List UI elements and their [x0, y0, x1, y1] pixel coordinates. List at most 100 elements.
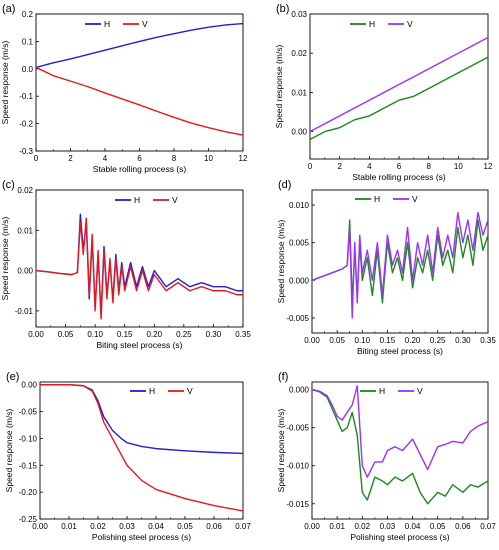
plot-frame: [39, 381, 244, 520]
chart-panel-6: (f) 0.00 0.01 0.02 0.03 0.04 0.05 0.06 0.07 -0.01…: [276, 371, 496, 542]
panel-label: (c): [2, 179, 15, 191]
series-line-h: [312, 388, 488, 505]
x-tick-label: 0.05: [58, 330, 74, 339]
y-axis-label: Speed response (m/s): [274, 45, 284, 129]
x-tick-label: 0.03: [380, 522, 396, 531]
x-tick-label: 8: [172, 154, 177, 163]
x-tick-label: 0.05: [329, 336, 345, 345]
legend-label-h: H: [369, 19, 375, 29]
x-tick-label: 0.06: [206, 522, 222, 531]
series-line-v: [312, 385, 488, 478]
x-tick-label: 0.30: [206, 330, 222, 339]
legend-label-v: V: [417, 386, 423, 396]
legend-label-v: V: [172, 195, 178, 205]
x-tick-label: 0.07: [480, 522, 496, 531]
y-tick-label: 0.00: [291, 128, 307, 137]
x-tick-label: 0.01: [329, 522, 345, 531]
x-tick-label: 0.03: [119, 522, 135, 531]
plot-frame: [35, 13, 244, 152]
series-line-v: [310, 36, 488, 133]
x-tick-label: 0.10: [354, 336, 370, 345]
x-axis-label: Polishing steel process (s): [92, 532, 191, 542]
y-tick-label: -0.005: [286, 424, 309, 433]
x-tick-label: 4: [103, 154, 108, 163]
y-tick-label: -0.01: [15, 307, 34, 316]
panel-label: (f): [278, 371, 288, 383]
x-tick-label: 0: [308, 162, 313, 171]
x-tick-label: 0.25: [176, 330, 192, 339]
y-tick-label: -0.25: [19, 515, 38, 524]
y-tick-label: 0.01: [291, 88, 307, 97]
x-tick-label: 12: [239, 154, 248, 163]
y-tick-label: 0.010: [289, 201, 310, 210]
x-tick-label: 0.20: [146, 330, 162, 339]
y-tick-label: 0.1: [22, 37, 34, 46]
x-tick-label: 0.00: [28, 330, 44, 339]
x-tick-label: 0.20: [405, 336, 421, 345]
x-tick-label: 0.30: [455, 336, 471, 345]
x-tick-label: 0.05: [177, 522, 193, 531]
series-line-v: [40, 383, 243, 512]
y-tick-label: -0.15: [19, 461, 38, 470]
y-axis-label: Speed response (m/s): [276, 220, 286, 304]
y-tick-label: 0.000: [289, 386, 310, 395]
y-tick-label: -0.005: [286, 314, 309, 323]
x-tick-label: 0.35: [480, 336, 496, 345]
legend-label-v: V: [142, 19, 148, 29]
x-tick-label: 0.04: [148, 522, 164, 531]
x-tick-label: 0.01: [61, 522, 77, 531]
y-axis-label: Speed response (m/s): [276, 409, 286, 493]
y-tick-label: -0.3: [19, 147, 33, 156]
panel-label: (e): [6, 371, 19, 383]
x-tick-label: 0.02: [354, 522, 370, 531]
x-tick-label: 0.25: [430, 336, 446, 345]
chart-panel-4: (d) 0.00 0.05 0.10 0.15 0.20 0.25 0.30 0.35 -0.00…: [276, 179, 496, 356]
panel-label: (a): [2, 3, 15, 15]
series-line-h: [36, 213, 243, 316]
y-tick-label: -0.1: [19, 92, 33, 101]
y-tick-label: 0.2: [22, 10, 34, 19]
x-axis-label: Biting steel process (s): [97, 340, 183, 350]
y-axis-label: Speed response (m/s): [4, 409, 14, 493]
x-axis-label: Biting steel process (s): [357, 346, 443, 356]
y-axis-label: Speed response (m/s): [0, 217, 10, 301]
legend-label-h: H: [104, 19, 110, 29]
chart-panel-1: (a) 0 2 4 6 8 10 12 -0.3 -0.2 -0.1 0.0 0.1 0.2 Stable …: [0, 3, 248, 174]
x-tick-label: 0.15: [117, 330, 133, 339]
x-tick-label: 0.06: [455, 522, 471, 531]
x-axis-label: Stable rolling process (s): [93, 164, 187, 174]
x-tick-label: 0.07: [235, 522, 251, 531]
x-tick-label: 0.15: [380, 336, 396, 345]
x-tick-label: 0.10: [87, 330, 103, 339]
x-tick-label: 10: [204, 154, 213, 163]
y-tick-label: 0.01: [17, 226, 33, 235]
x-tick-label: 12: [484, 162, 493, 171]
series-line-h: [40, 383, 243, 455]
panel-label: (d): [278, 179, 291, 191]
x-tick-label: 0.00: [304, 336, 320, 345]
x-tick-label: 2: [337, 162, 342, 171]
chart-panel-2: (b) 0 2 4 6 8 10 12 0.00 0.01 0.02 0.03 Stable rolli…: [274, 3, 493, 182]
x-tick-label: 2: [68, 154, 73, 163]
x-axis-label: Polishing steel process (s): [350, 532, 449, 542]
y-tick-label: -0.015: [286, 500, 309, 509]
y-tick-label: 0.00: [21, 381, 37, 390]
x-tick-label: 0.35: [235, 330, 251, 339]
legend-label-h: H: [374, 194, 380, 204]
x-tick-label: 10: [454, 162, 463, 171]
y-tick-label: -0.10: [19, 434, 38, 443]
legend-label-v: V: [412, 194, 418, 204]
x-tick-label: 4: [367, 162, 372, 171]
chart-panel-5: (e)0.00 0.01 0.02 0.03 0.04 0.05 0.06 0.07-0.25…: [4, 371, 251, 542]
legend-label-v: V: [407, 19, 413, 29]
x-tick-label: 8: [426, 162, 431, 171]
y-tick-label: -0.20: [19, 488, 38, 497]
legend-label-h: H: [134, 195, 140, 205]
plot-frame: [311, 381, 489, 520]
x-tick-label: 6: [137, 154, 142, 163]
x-tick-label: 0: [34, 154, 39, 163]
y-tick-label: -0.010: [286, 462, 309, 471]
series-line-v: [36, 66, 243, 136]
series-line-v: [36, 217, 243, 320]
